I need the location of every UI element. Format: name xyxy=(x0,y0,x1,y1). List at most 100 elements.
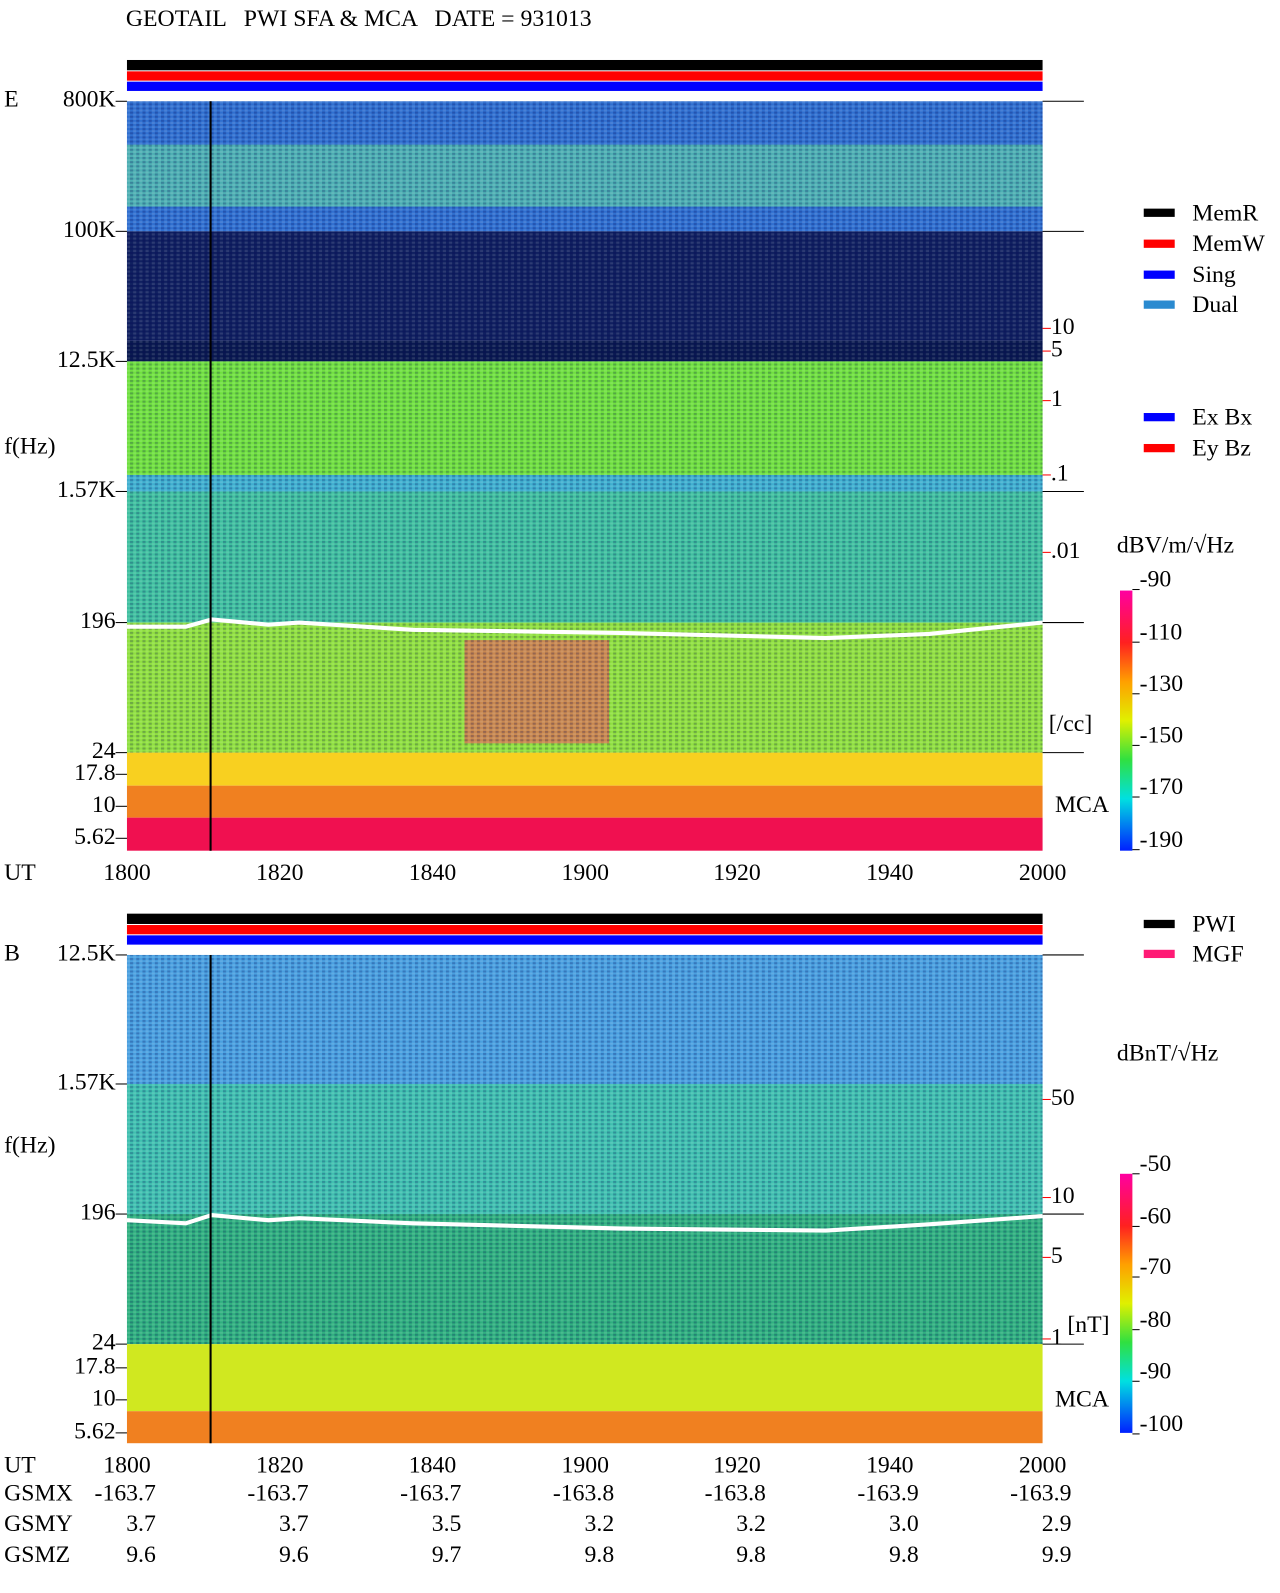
scale-label: .1 xyxy=(1051,460,1069,486)
status-bar xyxy=(126,913,1043,924)
legend-label: Ey Bz xyxy=(1192,436,1251,462)
x-tick-label: 1840 xyxy=(409,1452,456,1478)
y-tick-label: 17.8 xyxy=(74,760,116,786)
colorbar-tick-label: -190 xyxy=(1140,827,1184,853)
orbit-value: -163.7 xyxy=(95,1480,156,1506)
orbit-value: -163.8 xyxy=(553,1480,614,1506)
mca-label: MCA xyxy=(1055,792,1109,818)
legend-label: MemW xyxy=(1192,231,1265,257)
orbit-value: 3.0 xyxy=(889,1511,919,1537)
y-axis-label: f(Hz) xyxy=(4,434,55,460)
orbit-value: 9.8 xyxy=(889,1542,919,1568)
colorbar-tick-label: -90 xyxy=(1140,1358,1172,1384)
orbit-value: 3.5 xyxy=(432,1511,462,1537)
legend-swatch xyxy=(1143,270,1175,279)
scale-label: 5 xyxy=(1051,337,1063,363)
legend-label: Dual xyxy=(1192,292,1239,318)
orbit-label: GSMX xyxy=(4,1480,73,1506)
orbit-value: -163.9 xyxy=(1010,1480,1071,1506)
title: GEOTAIL PWI SFA & MCA DATE = 931013 xyxy=(126,6,592,32)
spectrogram-e xyxy=(126,101,1043,851)
colorbar xyxy=(1120,590,1133,851)
legend-swatch xyxy=(1143,208,1175,217)
scale-unit: [nT] xyxy=(1067,1312,1109,1338)
legend-label: Ex Bx xyxy=(1192,405,1252,431)
x-tick-label: 1820 xyxy=(256,1452,303,1478)
colorbar-tick-label: -130 xyxy=(1140,671,1184,697)
colorbar-unit: dBV/m/√Hz xyxy=(1117,533,1234,559)
colorbar xyxy=(1120,1173,1133,1433)
x-axis-label: UT xyxy=(4,860,36,886)
x-tick-label: 1920 xyxy=(713,860,760,886)
legend-swatch xyxy=(1143,443,1175,453)
panel-label: B xyxy=(4,940,20,966)
x-tick-label: 1900 xyxy=(562,860,609,886)
scale-label: .01 xyxy=(1051,538,1081,564)
y-tick-label: 800K xyxy=(63,87,116,113)
panel-label: E xyxy=(4,87,19,113)
y-tick-label: 196 xyxy=(80,1200,116,1226)
x-tick-label: 1900 xyxy=(562,1452,609,1478)
legend-swatch xyxy=(1143,300,1175,309)
scale-label: 1 xyxy=(1051,1324,1063,1350)
orbit-value: 3.7 xyxy=(126,1511,156,1537)
orbit-value: 2.9 xyxy=(1042,1511,1072,1537)
legend-label: PWI xyxy=(1192,912,1236,938)
y-tick-label: 100K xyxy=(63,217,116,243)
scale-unit: [/cc] xyxy=(1049,711,1092,737)
colorbar-tick-label: -150 xyxy=(1140,723,1184,749)
y-tick-label: 5.62 xyxy=(74,1418,116,1444)
scale-label: 1 xyxy=(1051,386,1063,412)
status-bar xyxy=(126,925,1043,935)
scale-label: 10 xyxy=(1051,1183,1075,1209)
colorbar-tick-label: -70 xyxy=(1140,1254,1172,1280)
orbit-label: GSMY xyxy=(4,1511,73,1537)
scale-label: 5 xyxy=(1051,1243,1063,1269)
colorbar-tick-label: -80 xyxy=(1140,1307,1172,1333)
orbit-value: -163.7 xyxy=(247,1480,308,1506)
scale-label: 10 xyxy=(1051,314,1075,340)
y-axis-label: f(Hz) xyxy=(4,1132,55,1158)
legend-label: MGF xyxy=(1192,941,1243,967)
y-tick-label: 1.57K xyxy=(57,477,116,503)
y-tick-label: 12.5K xyxy=(57,940,116,966)
colorbar-tick-label: -50 xyxy=(1140,1151,1172,1177)
status-bar xyxy=(126,81,1043,91)
y-tick-label: 10 xyxy=(92,1385,116,1411)
y-tick-label: 196 xyxy=(80,608,116,634)
colorbar-tick-label: -100 xyxy=(1140,1411,1184,1437)
colorbar-tick-label: -170 xyxy=(1140,774,1184,800)
y-tick-label: 1.57K xyxy=(57,1069,116,1095)
x-tick-label: 1840 xyxy=(409,860,456,886)
orbit-value: -163.8 xyxy=(705,1480,766,1506)
legend-swatch xyxy=(1143,949,1175,959)
orbit-value: 3.2 xyxy=(585,1511,615,1537)
orbit-value: 3.7 xyxy=(279,1511,309,1537)
legend-swatch xyxy=(1143,239,1175,248)
legend-swatch xyxy=(1143,919,1175,929)
spectrogram-b xyxy=(126,954,1043,1444)
orbit-value: 9.6 xyxy=(279,1542,309,1568)
orbit-value: 9.6 xyxy=(126,1542,156,1568)
x-tick-label: 1820 xyxy=(256,860,303,886)
orbit-value: 9.8 xyxy=(736,1542,766,1568)
y-tick-label: 24 xyxy=(92,1330,116,1356)
y-tick-label: 10 xyxy=(92,792,116,818)
scale-label: 50 xyxy=(1051,1085,1075,1111)
orbit-value: 3.2 xyxy=(736,1511,766,1537)
orbit-value: -163.9 xyxy=(857,1480,918,1506)
x-axis-label: UT xyxy=(4,1452,36,1478)
orbit-value: 9.8 xyxy=(585,1542,615,1568)
x-tick-label: 1940 xyxy=(866,1452,913,1478)
mca-label: MCA xyxy=(1055,1386,1109,1412)
legend-label: MemR xyxy=(1192,200,1258,226)
status-bar xyxy=(126,59,1043,71)
orbit-value: 9.7 xyxy=(432,1542,462,1568)
y-tick-label: 17.8 xyxy=(74,1353,116,1379)
colorbar-tick-label: -110 xyxy=(1140,619,1183,645)
y-tick-label: 24 xyxy=(92,738,116,764)
x-tick-label: 1800 xyxy=(103,1452,150,1478)
x-tick-label: 1920 xyxy=(713,1452,760,1478)
y-tick-label: 12.5K xyxy=(57,347,116,373)
orbit-label: GSMZ xyxy=(4,1542,70,1568)
